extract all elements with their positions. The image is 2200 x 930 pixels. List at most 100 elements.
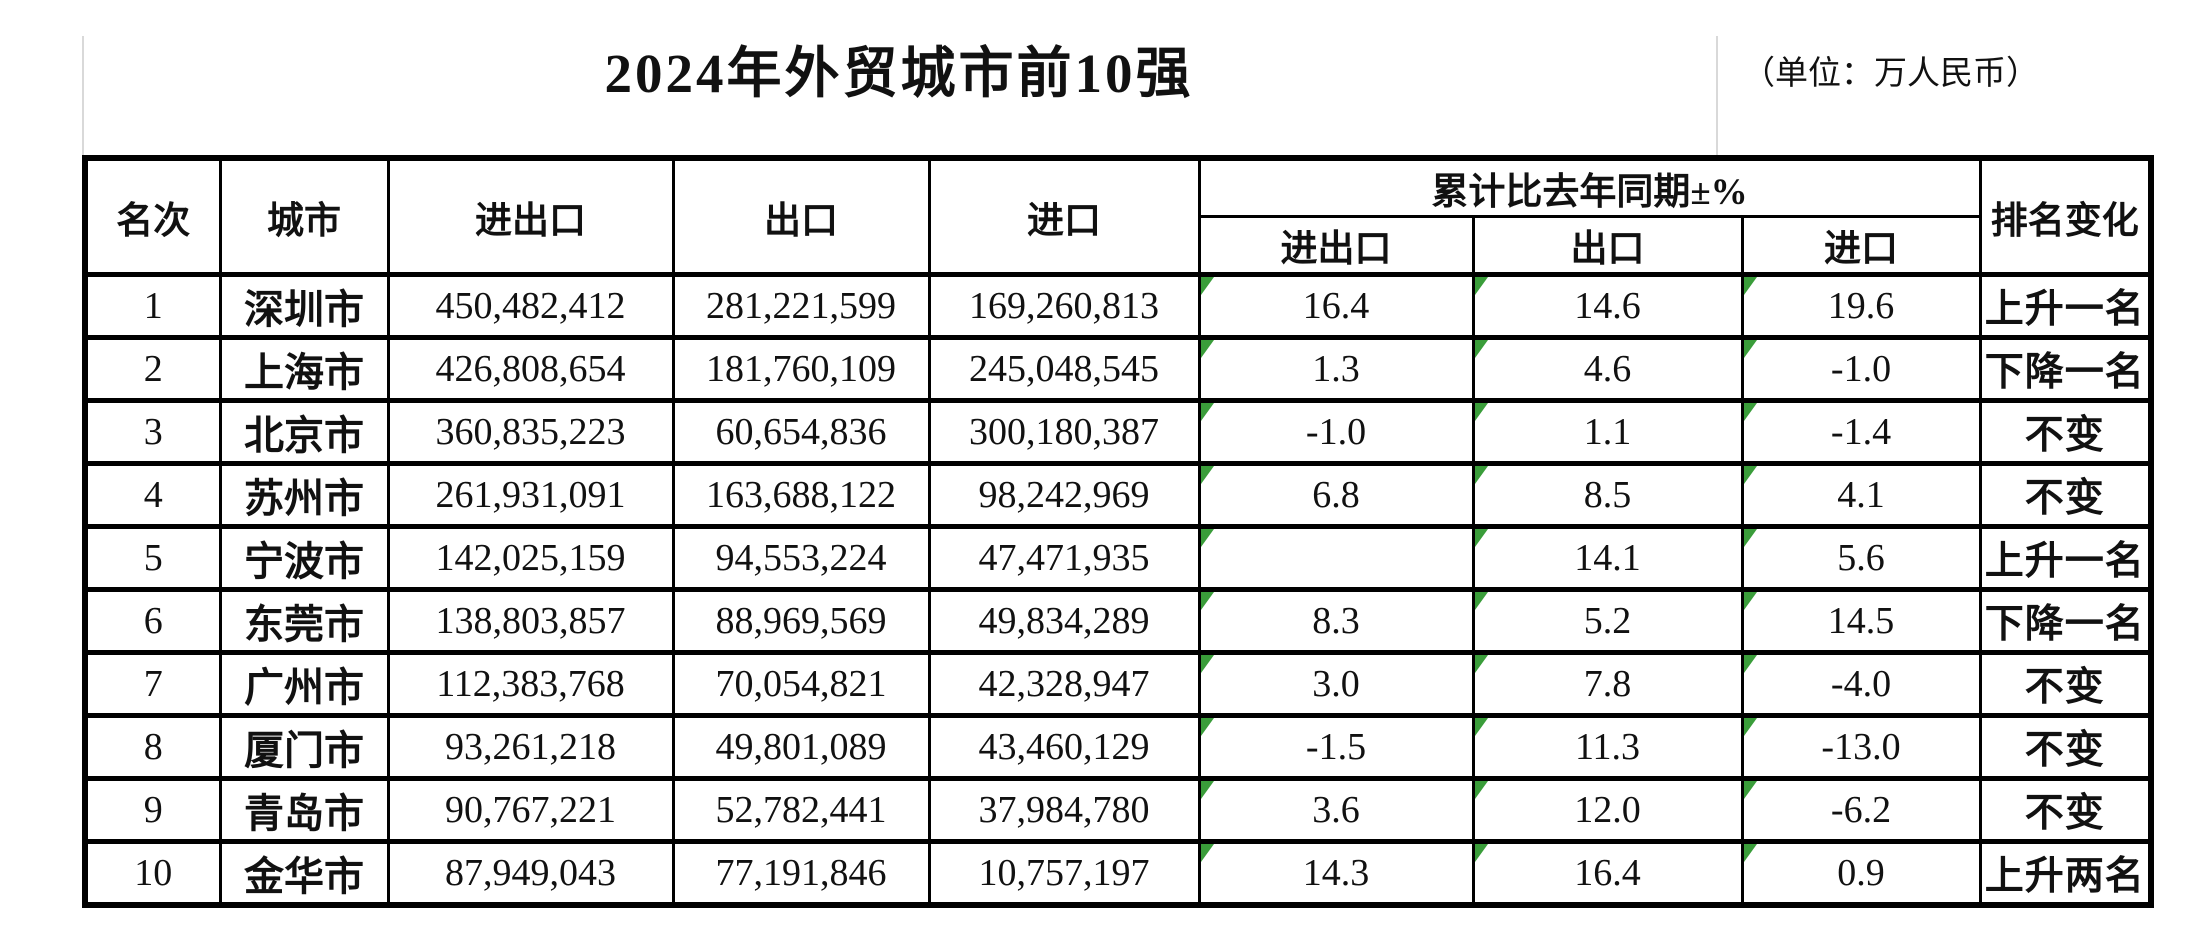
export-value: 49,801,089 (671, 713, 931, 781)
cell-corner-flag-icon (1745, 720, 1757, 736)
yoy-import-value: -1.0 (1740, 335, 1982, 403)
pct-value: 8.5 (1583, 474, 1632, 516)
yoy-export-value: 14.6 (1471, 272, 1744, 340)
yoy-export-value: 4.6 (1471, 335, 1744, 403)
table-header: 名次 城市 进出口 出口 进口 累计比去年同期±% 排名变化 进出口 出口 进口 (83, 155, 2153, 277)
cell-corner-flag-icon (1476, 405, 1488, 421)
rank-cell: 10 (83, 839, 222, 908)
yoy-import-export-value (1197, 524, 1475, 592)
cell-corner-flag-icon (1202, 279, 1214, 295)
import-export-value: 93,261,218 (386, 713, 675, 781)
import-value: 10,757,197 (927, 839, 1201, 908)
export-value: 181,760,109 (671, 335, 931, 403)
rank-change-cell: 不变 (1978, 461, 2153, 529)
import-export-value: 450,482,412 (386, 272, 675, 340)
yoy-import-export-value: 6.8 (1197, 461, 1475, 529)
rank-cell: 1 (83, 272, 222, 340)
rank-cell: 3 (83, 398, 222, 466)
header-yoy-import: 进口 (1740, 215, 1982, 277)
yoy-import-export-value: 3.0 (1197, 650, 1475, 718)
cell-corner-flag-icon (1476, 720, 1488, 736)
pct-value: 0.9 (1837, 852, 1885, 894)
header-export: 出口 (671, 155, 931, 277)
cell-corner-flag-icon (1745, 342, 1757, 358)
yoy-import-value: 4.1 (1740, 461, 1982, 529)
cell-corner-flag-icon (1202, 846, 1214, 862)
cell-corner-flag-icon (1202, 468, 1214, 484)
export-value: 52,782,441 (671, 776, 931, 844)
cell-corner-flag-icon (1202, 342, 1214, 358)
pct-value: 3.0 (1312, 663, 1360, 705)
table-row: 9 青岛市 90,767,221 52,782,441 37,984,780 3.6 12.… (83, 776, 2153, 844)
city-cell: 苏州市 (218, 461, 390, 529)
cell-corner-flag-icon (1202, 657, 1214, 673)
pct-value: 14.1 (1574, 537, 1641, 579)
city-cell: 广州市 (218, 650, 390, 718)
rank-cell: 2 (83, 335, 222, 403)
cell-corner-flag-icon (1476, 657, 1488, 673)
import-export-value: 142,025,159 (386, 524, 675, 592)
yoy-import-export-value: -1.5 (1197, 713, 1475, 781)
pct-value: 14.5 (1827, 600, 1895, 642)
pct-value: -6.2 (1830, 789, 1892, 831)
yoy-import-export-value: 14.3 (1197, 839, 1475, 908)
pct-value: 14.3 (1302, 852, 1370, 894)
trade-ranking-table: 名次 城市 进出口 出口 进口 累计比去年同期±% 排名变化 进出口 出口 进口… (82, 155, 2154, 908)
export-value: 88,969,569 (671, 587, 931, 655)
rank-cell: 9 (83, 776, 222, 844)
yoy-export-value: 1.1 (1471, 398, 1744, 466)
import-value: 169,260,813 (927, 272, 1201, 340)
header-rank: 名次 (83, 155, 222, 277)
pct-value: 4.6 (1583, 348, 1632, 390)
table-row: 5 宁波市 142,025,159 94,553,224 47,471,935 14.1 5… (83, 524, 2153, 592)
cell-corner-flag-icon (1202, 405, 1214, 421)
export-value: 163,688,122 (671, 461, 931, 529)
table-row: 7 广州市 112,383,768 70,054,821 42,328,947 3.0 7.… (83, 650, 2153, 718)
header-yoy-import-export: 进出口 (1197, 215, 1475, 277)
rank-change-cell: 上升两名 (1978, 839, 2153, 908)
rank-cell: 8 (83, 713, 222, 781)
pct-value: 12.0 (1574, 789, 1641, 831)
table-row: 8 厦门市 93,261,218 49,801,089 43,460,129 -1.5 11… (83, 713, 2153, 781)
table-row: 2 上海市 426,808,654 181,760,109 245,048,545 1.3… (83, 335, 2153, 403)
yoy-import-export-value: -1.0 (1197, 398, 1475, 466)
yoy-import-export-value: 1.3 (1197, 335, 1475, 403)
pct-value: -1.0 (1305, 411, 1367, 453)
unit-label: （单位：万人民币） (1742, 56, 2039, 92)
pct-value: 6.8 (1312, 474, 1360, 516)
city-cell: 宁波市 (218, 524, 390, 592)
cell-corner-flag-icon (1202, 594, 1214, 610)
gridline (82, 36, 84, 155)
table-body: 1 深圳市 450,482,412 281,221,599 169,260,813 16.… (83, 272, 2153, 908)
pct-value: 1.1 (1583, 411, 1632, 453)
import-export-value: 90,767,221 (386, 776, 675, 844)
yoy-import-value: -6.2 (1740, 776, 1982, 844)
pct-value: -1.0 (1830, 348, 1892, 390)
header-yoy-group: 累计比去年同期±% (1197, 155, 1982, 218)
pct-value: 5.2 (1583, 600, 1632, 642)
rank-change-cell: 上升一名 (1978, 272, 2153, 340)
gridline (1716, 36, 1718, 155)
page-title: 2024年外贸城市前10强 (604, 43, 1194, 104)
rank-change-cell: 不变 (1978, 398, 2153, 466)
pct-value: -13.0 (1821, 726, 1901, 768)
rank-cell: 4 (83, 461, 222, 529)
cell-corner-flag-icon (1476, 279, 1488, 295)
header-yoy-export: 出口 (1471, 215, 1744, 277)
import-export-value: 360,835,223 (386, 398, 675, 466)
yoy-export-value: 5.2 (1471, 587, 1744, 655)
pct-value: 16.4 (1302, 285, 1370, 327)
rank-change-cell: 不变 (1978, 650, 2153, 718)
import-export-value: 87,949,043 (386, 839, 675, 908)
rank-change-cell: 不变 (1978, 713, 2153, 781)
cell-corner-flag-icon (1745, 846, 1757, 862)
import-export-value: 261,931,091 (386, 461, 675, 529)
import-value: 43,460,129 (927, 713, 1201, 781)
yoy-import-value: 5.6 (1740, 524, 1982, 592)
cell-corner-flag-icon (1745, 783, 1757, 799)
import-value: 47,471,935 (927, 524, 1201, 592)
table-row: 3 北京市 360,835,223 60,654,836 300,180,387 -1.0… (83, 398, 2153, 466)
yoy-export-value: 7.8 (1471, 650, 1744, 718)
table-row: 4 苏州市 261,931,091 163,688,122 98,242,969 6.8 8… (83, 461, 2153, 529)
yoy-import-export-value: 16.4 (1197, 272, 1475, 340)
